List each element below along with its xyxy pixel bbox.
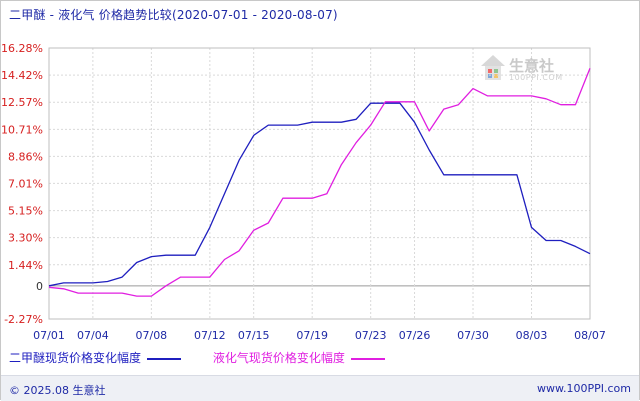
y-tick-label: 16.28% bbox=[1, 42, 43, 55]
chart-title-main: 二甲醚 - 液化气 价格趋势比较 bbox=[9, 8, 172, 22]
legend-label-series-1: 二甲醚现货价格变化幅度 bbox=[9, 351, 142, 365]
x-tick-label: 07/08 bbox=[135, 329, 167, 342]
series-line-1 bbox=[48, 102, 591, 287]
y-tick-label: 3.30% bbox=[8, 232, 43, 245]
series-line-2 bbox=[48, 67, 591, 297]
footer-copyright: © 2025.08 生意社 bbox=[9, 384, 106, 397]
x-tick-label: 07/04 bbox=[77, 329, 109, 342]
x-tick-label: 07/26 bbox=[399, 329, 431, 342]
chart-title-range: (2020-07-01 - 2020-08-07) bbox=[171, 8, 338, 22]
x-tick-label: 08/07 bbox=[574, 329, 606, 342]
y-tick-label: 10.71% bbox=[1, 123, 43, 136]
legend-item-series-2: 液化气现货价格变化幅度 bbox=[213, 349, 385, 366]
chart-title: 二甲醚 - 液化气 价格趋势比较(2020-07-01 - 2020-08-07… bbox=[9, 6, 338, 23]
x-tick-label: 07/30 bbox=[457, 329, 489, 342]
plot-area-border bbox=[48, 47, 591, 320]
x-tick-label: 07/23 bbox=[355, 329, 387, 342]
y-tick-labels: 16.28% 14.42% 12.57% 10.71% 8.86% 7.01% 5.15% 3… bbox=[1, 42, 43, 326]
watermark-url: 100PPI.COM bbox=[509, 73, 563, 82]
chart-legend: 二甲醚现货价格变化幅度 液化气现货价格变化幅度 bbox=[9, 349, 413, 366]
y-tick-label: 14.42% bbox=[1, 69, 43, 82]
legend-swatch-series-2 bbox=[350, 357, 385, 360]
x-tick-label: 07/12 bbox=[194, 329, 226, 342]
legend-label-series-2: 液化气现货价格变化幅度 bbox=[212, 351, 345, 365]
y-tick-label: -2.27% bbox=[4, 313, 43, 326]
y-tick-label: 0 bbox=[36, 280, 43, 293]
y-tick-label: 1.44% bbox=[8, 259, 43, 272]
footer-bar: © 2025.08 生意社 www.100PPI.com bbox=[1, 375, 639, 401]
legend-swatch-series-1 bbox=[147, 357, 182, 360]
y-tick-label: 12.57% bbox=[1, 96, 43, 109]
chart-axes bbox=[48, 47, 591, 320]
y-tick-label: 5.15% bbox=[8, 205, 43, 218]
x-tick-label: 08/03 bbox=[516, 329, 548, 342]
x-tick-label: 07/01 bbox=[33, 329, 65, 342]
house-icon bbox=[481, 55, 505, 80]
legend-item-series-1: 二甲醚现货价格变化幅度 bbox=[9, 349, 182, 366]
chart-grid bbox=[49, 47, 590, 320]
y-tick-label: 8.86% bbox=[8, 150, 43, 163]
x-tick-label: 07/19 bbox=[296, 329, 328, 342]
x-tick-labels: 07/01 07/04 07/08 07/12 07/15 07/19 07/23 07/26… bbox=[33, 329, 606, 342]
watermark-logo: 生意社 100PPI.COM bbox=[479, 53, 579, 85]
footer-website: www.100PPI.com bbox=[537, 382, 631, 395]
y-tick-label: 7.01% bbox=[8, 177, 43, 190]
chart-series bbox=[48, 67, 591, 297]
x-tick-label: 07/15 bbox=[238, 329, 270, 342]
